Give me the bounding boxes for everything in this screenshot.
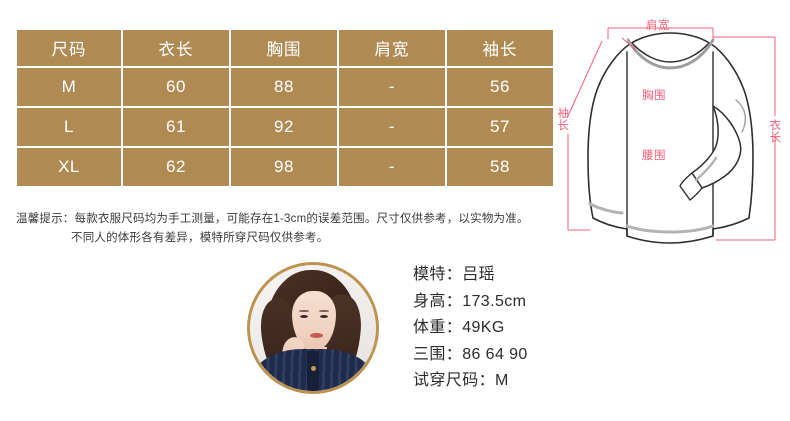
eye-left bbox=[300, 315, 308, 318]
header-cell-shoulder: 肩宽 bbox=[339, 30, 445, 66]
model-spec-list: 模特：吕瑶 身高：173.5cm 体重：49KG 三围：86 64 90 试穿尺… bbox=[413, 262, 528, 395]
cell-m-shoulder: - bbox=[339, 68, 445, 106]
cell-size-l: L bbox=[17, 108, 121, 146]
garment-sketch-svg bbox=[567, 27, 776, 244]
label-shoulder-width: 肩宽 bbox=[646, 20, 670, 32]
label-sleeve-length: 袖长 bbox=[557, 108, 570, 132]
placket bbox=[307, 351, 319, 391]
label-waist: 腰围 bbox=[642, 150, 666, 162]
model-worn-size: 试穿尺码：M bbox=[413, 372, 509, 389]
model-height: 身高：173.5cm bbox=[413, 292, 527, 310]
cell-size-xl: XL bbox=[17, 148, 121, 186]
cell-xl-sleeve: 58 bbox=[447, 148, 553, 186]
table-row: L 61 92 - 57 bbox=[17, 108, 553, 146]
measurement-disclaimer: 温馨提示：每款衣服尺码均为手工测量，可能存在1-3cm的误差范围。尺寸仅供参考，… bbox=[16, 210, 546, 248]
avatar bbox=[247, 262, 379, 394]
cell-xl-length: 62 bbox=[123, 148, 229, 186]
disclaimer-line-2: 不同人的体形各有差异，模特所穿尺码仅供参考。 bbox=[71, 232, 329, 244]
disclaimer-line-1: 温馨提示：每款衣服尺码均为手工测量，可能存在1-3cm的误差范围。尺寸仅供参考，… bbox=[16, 213, 529, 225]
collar-ribbing bbox=[626, 38, 715, 70]
header-cell-sleeve: 袖长 bbox=[447, 30, 553, 66]
cuff-right-ribbing bbox=[694, 156, 718, 182]
garment-outline bbox=[587, 32, 754, 244]
model-weight: 体重：49KG bbox=[413, 319, 505, 336]
lips bbox=[310, 333, 323, 338]
cuff-left bbox=[588, 202, 624, 215]
sleeve-tail-hint bbox=[735, 99, 747, 133]
eyebrow-right bbox=[319, 310, 329, 312]
table-header-row: 尺码 衣长 胸围 肩宽 袖长 bbox=[17, 30, 553, 66]
hem-ribbing bbox=[625, 224, 715, 234]
cell-l-sleeve: 57 bbox=[447, 108, 553, 146]
cell-m-bust: 88 bbox=[231, 68, 337, 106]
cell-l-bust: 92 bbox=[231, 108, 337, 146]
table-row: XL 62 98 - 58 bbox=[17, 148, 553, 186]
header-cell-bust: 胸围 bbox=[231, 30, 337, 66]
cell-xl-bust: 98 bbox=[231, 148, 337, 186]
cell-m-length: 60 bbox=[123, 68, 229, 106]
model-measurements: 三围：86 64 90 bbox=[413, 345, 528, 363]
cell-size-m: M bbox=[17, 68, 121, 106]
header-cell-length: 衣长 bbox=[123, 30, 229, 66]
collar-outer bbox=[631, 42, 710, 63]
garment-measurement-diagram: 肩宽 胸围 腰围 袖长 衣长 bbox=[550, 8, 790, 258]
table-row: M 60 88 - 56 bbox=[17, 68, 553, 106]
cell-xl-shoulder: - bbox=[339, 148, 445, 186]
button-icon bbox=[311, 366, 316, 371]
size-chart-body: 尺码 衣长 胸围 肩宽 袖长 M 60 88 - 56 L 61 92 - 57… bbox=[17, 30, 553, 186]
eyebrow-left bbox=[299, 310, 309, 312]
model-name: 模特：吕瑶 bbox=[413, 266, 496, 283]
size-chart-table: 尺码 衣长 胸围 肩宽 袖长 M 60 88 - 56 L 61 92 - 57… bbox=[15, 28, 555, 188]
model-portrait-photo bbox=[250, 265, 376, 391]
cell-l-shoulder: - bbox=[339, 108, 445, 146]
sleeve-guide bbox=[567, 40, 603, 231]
length-guide bbox=[713, 36, 776, 241]
label-garment-length: 衣长 bbox=[769, 120, 782, 144]
eye-right bbox=[320, 315, 328, 318]
sleeve-right-fold bbox=[691, 105, 742, 189]
cell-m-sleeve: 56 bbox=[447, 68, 553, 106]
cell-l-length: 61 bbox=[123, 108, 229, 146]
neckline-tick bbox=[621, 37, 637, 51]
label-bust: 胸围 bbox=[642, 90, 666, 102]
header-cell-size: 尺码 bbox=[17, 30, 121, 66]
